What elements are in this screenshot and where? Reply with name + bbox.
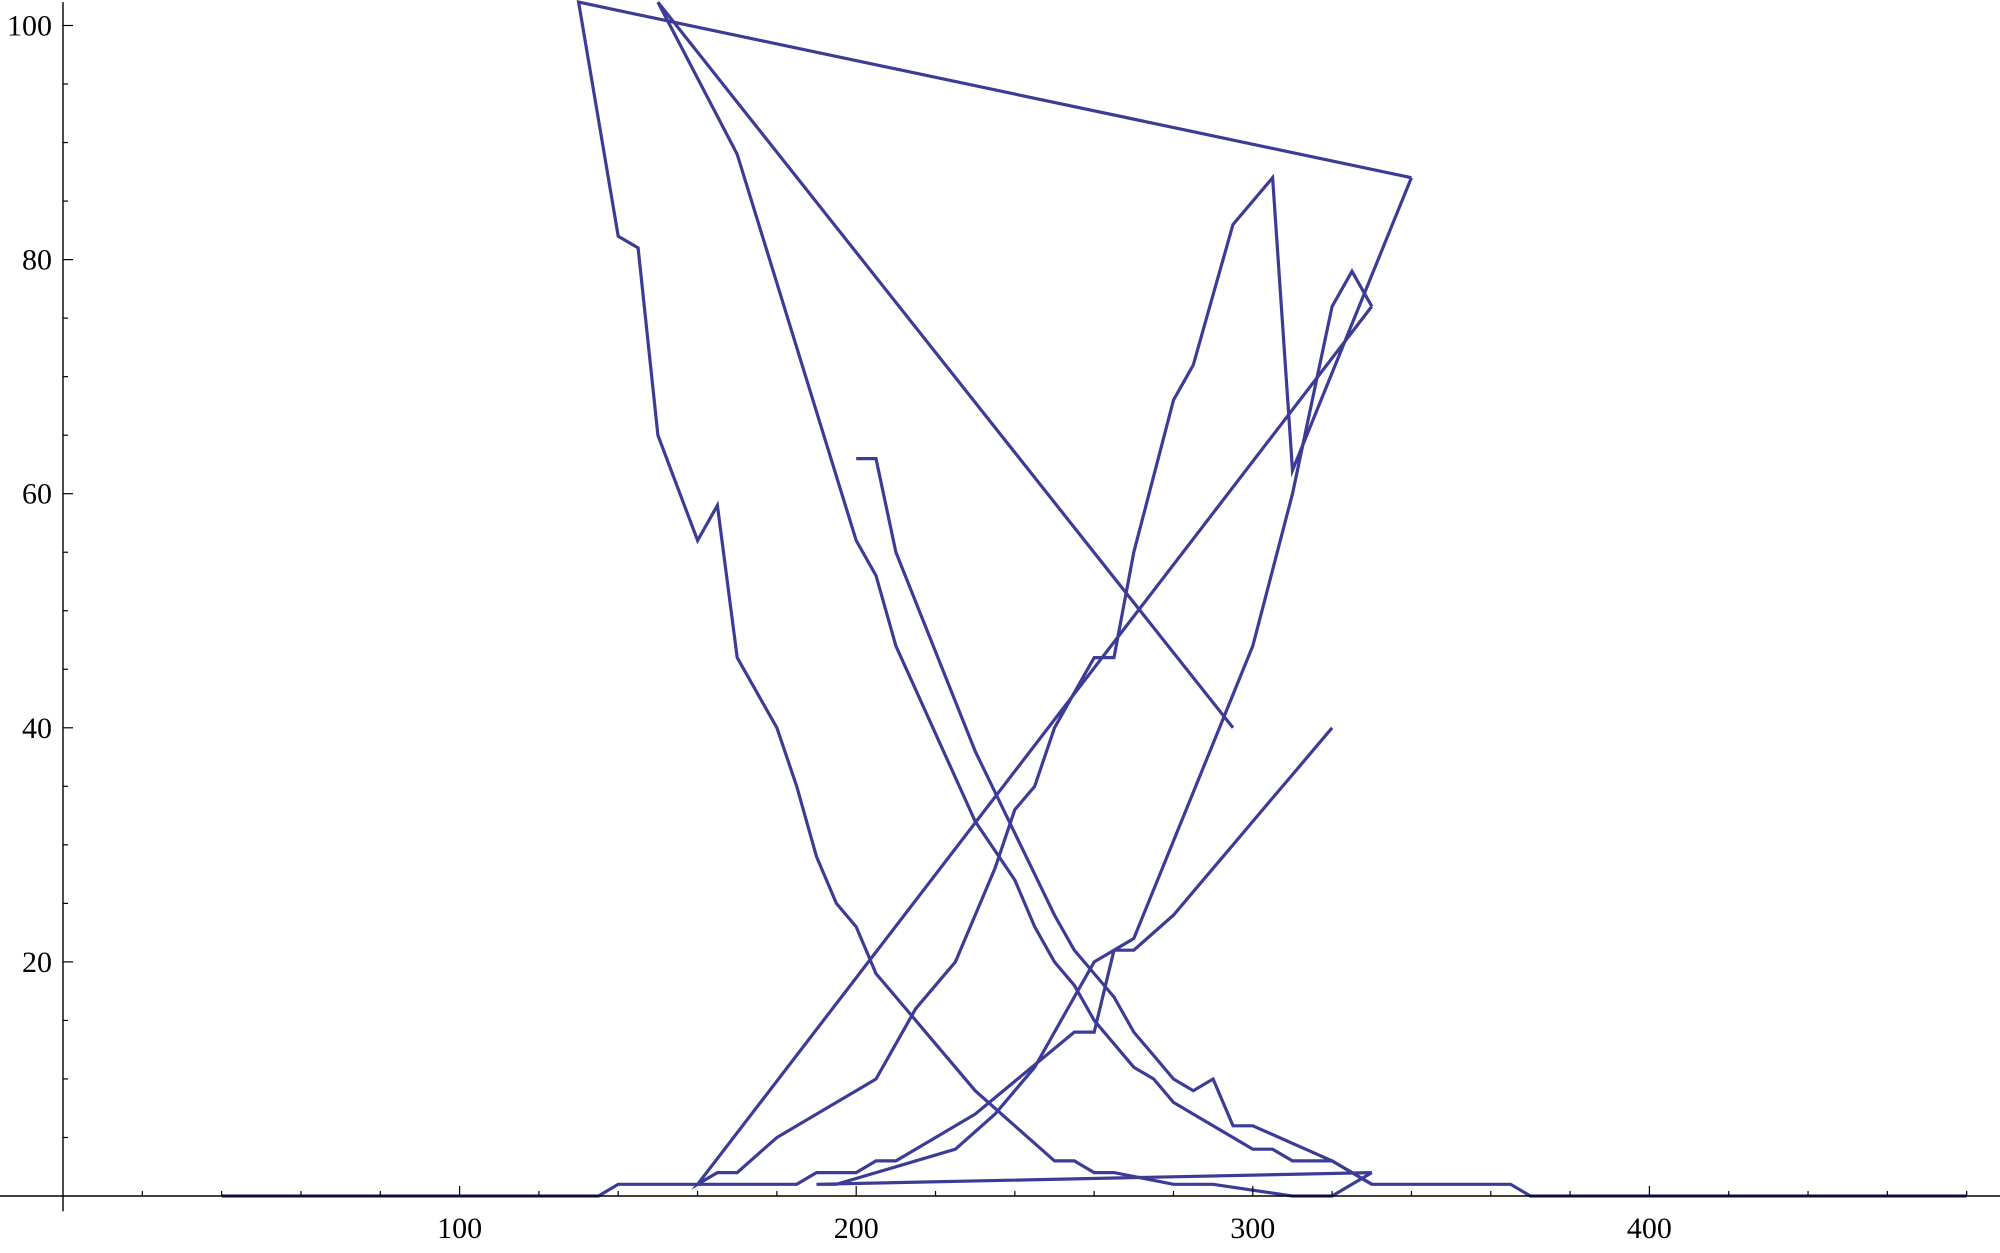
series-line-3 bbox=[576, 0, 1412, 1198]
y-tick-label: 100 bbox=[7, 10, 52, 43]
plot-lines bbox=[221, 0, 1967, 1198]
series-line-5 bbox=[656, 1, 1967, 1198]
x-tick-label: 400 bbox=[1627, 1212, 1672, 1245]
series-line-4 bbox=[816, 726, 1372, 1186]
y-tick-label: 20 bbox=[22, 946, 52, 979]
y-tick-label: 80 bbox=[22, 244, 52, 277]
series-line-2 bbox=[691, 173, 1413, 1190]
y-tick-label: 40 bbox=[22, 712, 52, 745]
y-tick-label: 60 bbox=[22, 478, 52, 511]
series-line-6 bbox=[856, 457, 1373, 1186]
x-tick-label: 100 bbox=[437, 1212, 482, 1245]
x-tick-label: 200 bbox=[834, 1212, 879, 1245]
x-tick-label: 300 bbox=[1230, 1212, 1275, 1245]
series-line-1 bbox=[221, 268, 1374, 1198]
